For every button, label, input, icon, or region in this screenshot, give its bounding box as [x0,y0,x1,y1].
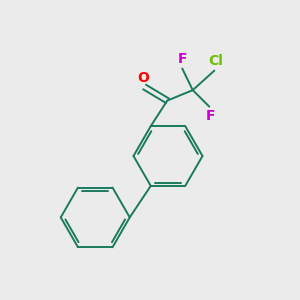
Text: F: F [178,52,187,66]
Text: Cl: Cl [208,54,223,68]
Text: F: F [206,109,215,123]
Text: O: O [137,71,149,85]
